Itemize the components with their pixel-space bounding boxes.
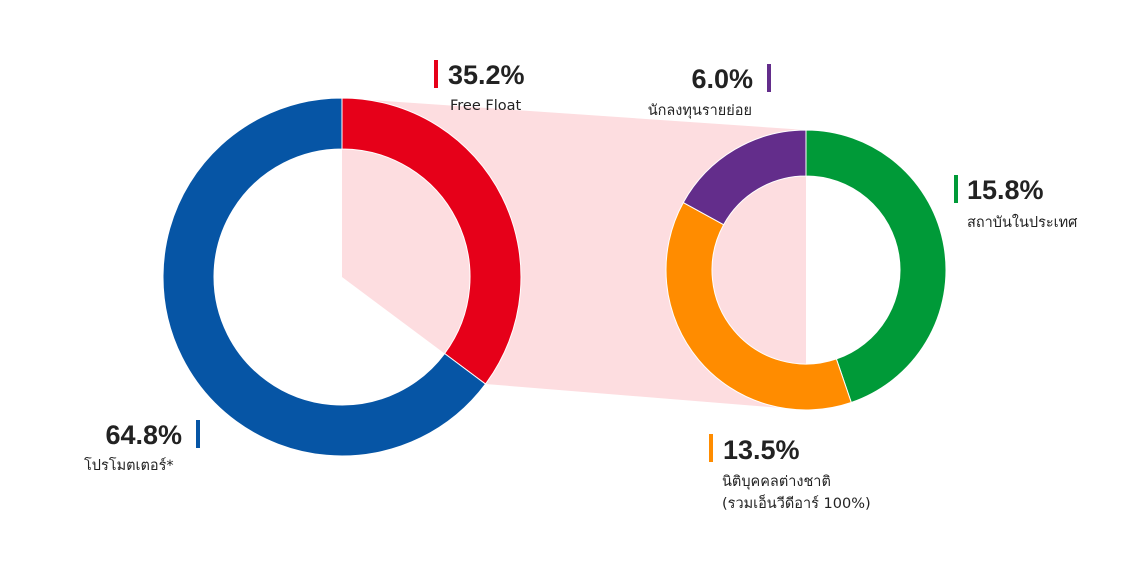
slice-promoter — [162, 97, 487, 457]
category-label-retail: นักลงทุนรายย่อย — [648, 103, 752, 119]
value-label-retail: 6.0% — [691, 64, 753, 94]
label-bar-foreign-juristic — [709, 434, 713, 462]
value-label-domestic-institutions: 15.8% — [967, 175, 1044, 205]
slice-free-float — [341, 97, 522, 385]
value-label-foreign-juristic: 13.5% — [723, 435, 800, 465]
category-label-domestic-institutions: สถาบันในประเทศ — [967, 213, 1078, 231]
slice-foreign-juristic — [665, 201, 852, 411]
slice-domestic-institutions — [805, 129, 947, 404]
value-label-free-float: 35.2% — [448, 60, 525, 90]
donut-main — [162, 97, 522, 457]
donut-free-float-breakdown — [665, 129, 947, 411]
category-label-free-float: Free Float — [450, 98, 522, 114]
label-bar-free-float — [434, 60, 438, 88]
value-label-promoter: 64.8% — [105, 420, 182, 450]
label-bar-retail — [767, 64, 771, 92]
category-label-promoter: โปรโมตเตอร์* — [84, 456, 174, 474]
category-label-foreign-juristic: นิติบุคคลต่างชาติ — [722, 474, 831, 490]
label-bar-domestic-institutions — [954, 175, 958, 203]
slice-retail — [682, 129, 807, 226]
label-bar-promoter — [196, 420, 200, 448]
category-label-foreign-juristic-note: (รวมเอ็นวีดีอาร์ 100%) — [722, 493, 871, 512]
